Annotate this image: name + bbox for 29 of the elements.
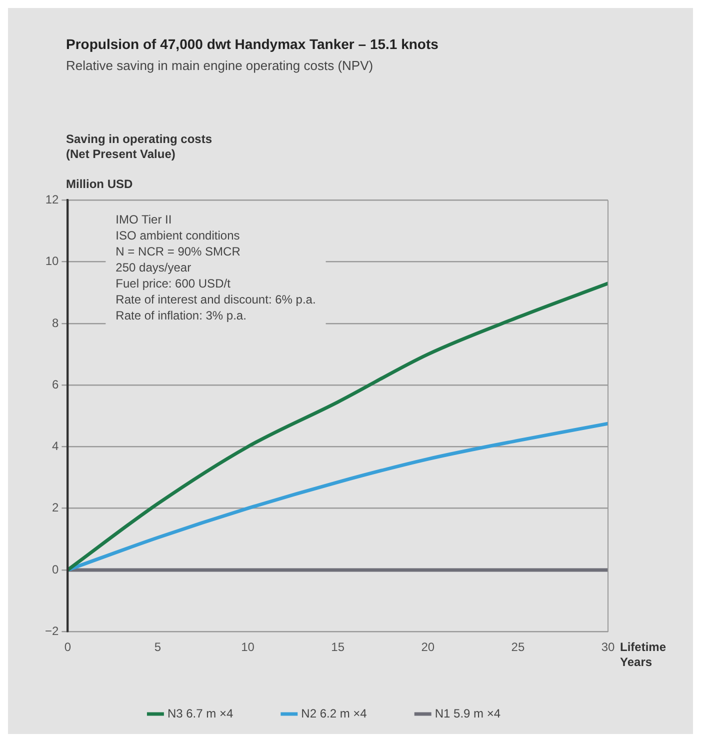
- y-tick-label: 12: [45, 192, 59, 207]
- legend-label: N2 6.2 m ×4: [301, 706, 368, 720]
- annotation: ISO ambient conditions: [116, 228, 240, 243]
- x-tick-label: 25: [511, 640, 525, 654]
- annotation: 250 days/year: [116, 260, 192, 275]
- x-tick-label: 20: [421, 640, 435, 654]
- chart-title: Propulsion of 47,000 dwt Handymax Tanker – 15.1 knots: [66, 36, 438, 52]
- chart-subtitle: Relative saving in main engine operating costs (NPV): [66, 58, 374, 73]
- y-tick-label: −2: [44, 624, 59, 638]
- y-tick-label: 0: [52, 562, 59, 576]
- y-tick-label: 6: [52, 377, 59, 392]
- y-tick-label: 10: [45, 254, 59, 268]
- annotation: Fuel price: 600 USD/t: [116, 276, 232, 291]
- legend-label: N3 6.7 m ×4: [167, 706, 234, 720]
- x-tick-label: 0: [64, 640, 72, 654]
- annotation: IMO Tier II: [116, 212, 172, 227]
- y-tick-label: 4: [52, 439, 59, 454]
- x-tick-label: 15: [331, 640, 345, 654]
- text: Saving in operating costs (Net Present Value) Million USD: [66, 132, 212, 191]
- annotation: Rate of interest and discount: 6% p.a.: [116, 292, 316, 307]
- y-tick-label: 8: [52, 316, 59, 330]
- x-tick-label: 5: [154, 640, 162, 654]
- x-tick-label: 10: [241, 640, 255, 654]
- x-tick-label: 30: [601, 640, 615, 654]
- annotation: N = NCR = 90% SMCR: [116, 244, 241, 259]
- x-axis-title: Lifetime Years: [620, 640, 666, 670]
- legend-label: N1 5.9 m ×4: [434, 706, 501, 720]
- annotation: Rate of inflation: 3% p.a.: [116, 308, 246, 323]
- y-tick-label: 2: [52, 500, 59, 515]
